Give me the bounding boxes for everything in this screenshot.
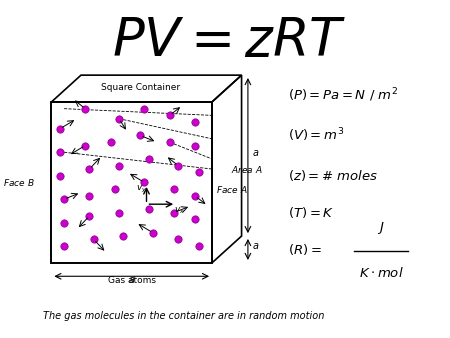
Point [192, 119, 199, 125]
Text: The gas molecules in the container are in random motion: The gas molecules in the container are i… [43, 312, 324, 321]
Point [56, 126, 63, 131]
Point [149, 230, 157, 235]
Point [81, 143, 89, 148]
Point [111, 187, 118, 192]
Text: $(P) = Pa = N\ /\ m^2$: $(P) = Pa = N\ /\ m^2$ [288, 87, 398, 104]
Text: Face $A$: Face $A$ [216, 184, 248, 195]
Point [145, 156, 152, 162]
Point [175, 237, 182, 242]
Text: $v_y$: $v_y$ [136, 184, 147, 195]
Text: $(V) = m^3$: $(V) = m^3$ [288, 127, 344, 144]
Point [81, 106, 89, 111]
Point [60, 243, 68, 249]
Text: $(T) = K$: $(T) = K$ [288, 205, 334, 220]
Text: $K\cdot mol$: $K\cdot mol$ [359, 266, 403, 280]
Point [175, 163, 182, 168]
Point [141, 180, 148, 185]
Point [145, 207, 152, 212]
Point [116, 210, 123, 215]
Point [60, 196, 68, 202]
Point [120, 233, 127, 239]
Point [171, 210, 178, 215]
Text: Face $B$: Face $B$ [3, 177, 35, 188]
Point [166, 113, 173, 118]
Point [196, 170, 203, 175]
Point [86, 193, 93, 198]
Polygon shape [51, 102, 212, 263]
Text: $(R) = $: $(R) = $ [288, 242, 322, 257]
Text: $PV = zRT$: $PV = zRT$ [112, 16, 346, 67]
Text: $a$: $a$ [252, 241, 260, 251]
Text: Square Container: Square Container [101, 83, 180, 92]
Point [56, 173, 63, 178]
Point [141, 106, 148, 111]
Point [56, 149, 63, 155]
Point [192, 193, 199, 198]
Text: $v_x$: $v_x$ [174, 206, 185, 216]
Text: Gas atoms: Gas atoms [108, 276, 156, 285]
Point [192, 143, 199, 148]
Point [166, 140, 173, 145]
Point [116, 116, 123, 121]
Point [107, 140, 114, 145]
Point [136, 133, 144, 138]
Point [116, 163, 123, 168]
Text: Area $A$: Area $A$ [231, 164, 263, 174]
Point [196, 243, 203, 249]
Text: $a$: $a$ [252, 148, 260, 158]
Point [60, 220, 68, 225]
Point [86, 213, 93, 219]
Text: $J$: $J$ [377, 220, 385, 236]
Point [171, 187, 178, 192]
Point [86, 166, 93, 172]
Point [192, 217, 199, 222]
Text: $(z) = \#\ moles$: $(z) = \#\ moles$ [288, 168, 378, 183]
Point [90, 237, 97, 242]
Text: $a$: $a$ [128, 275, 135, 285]
